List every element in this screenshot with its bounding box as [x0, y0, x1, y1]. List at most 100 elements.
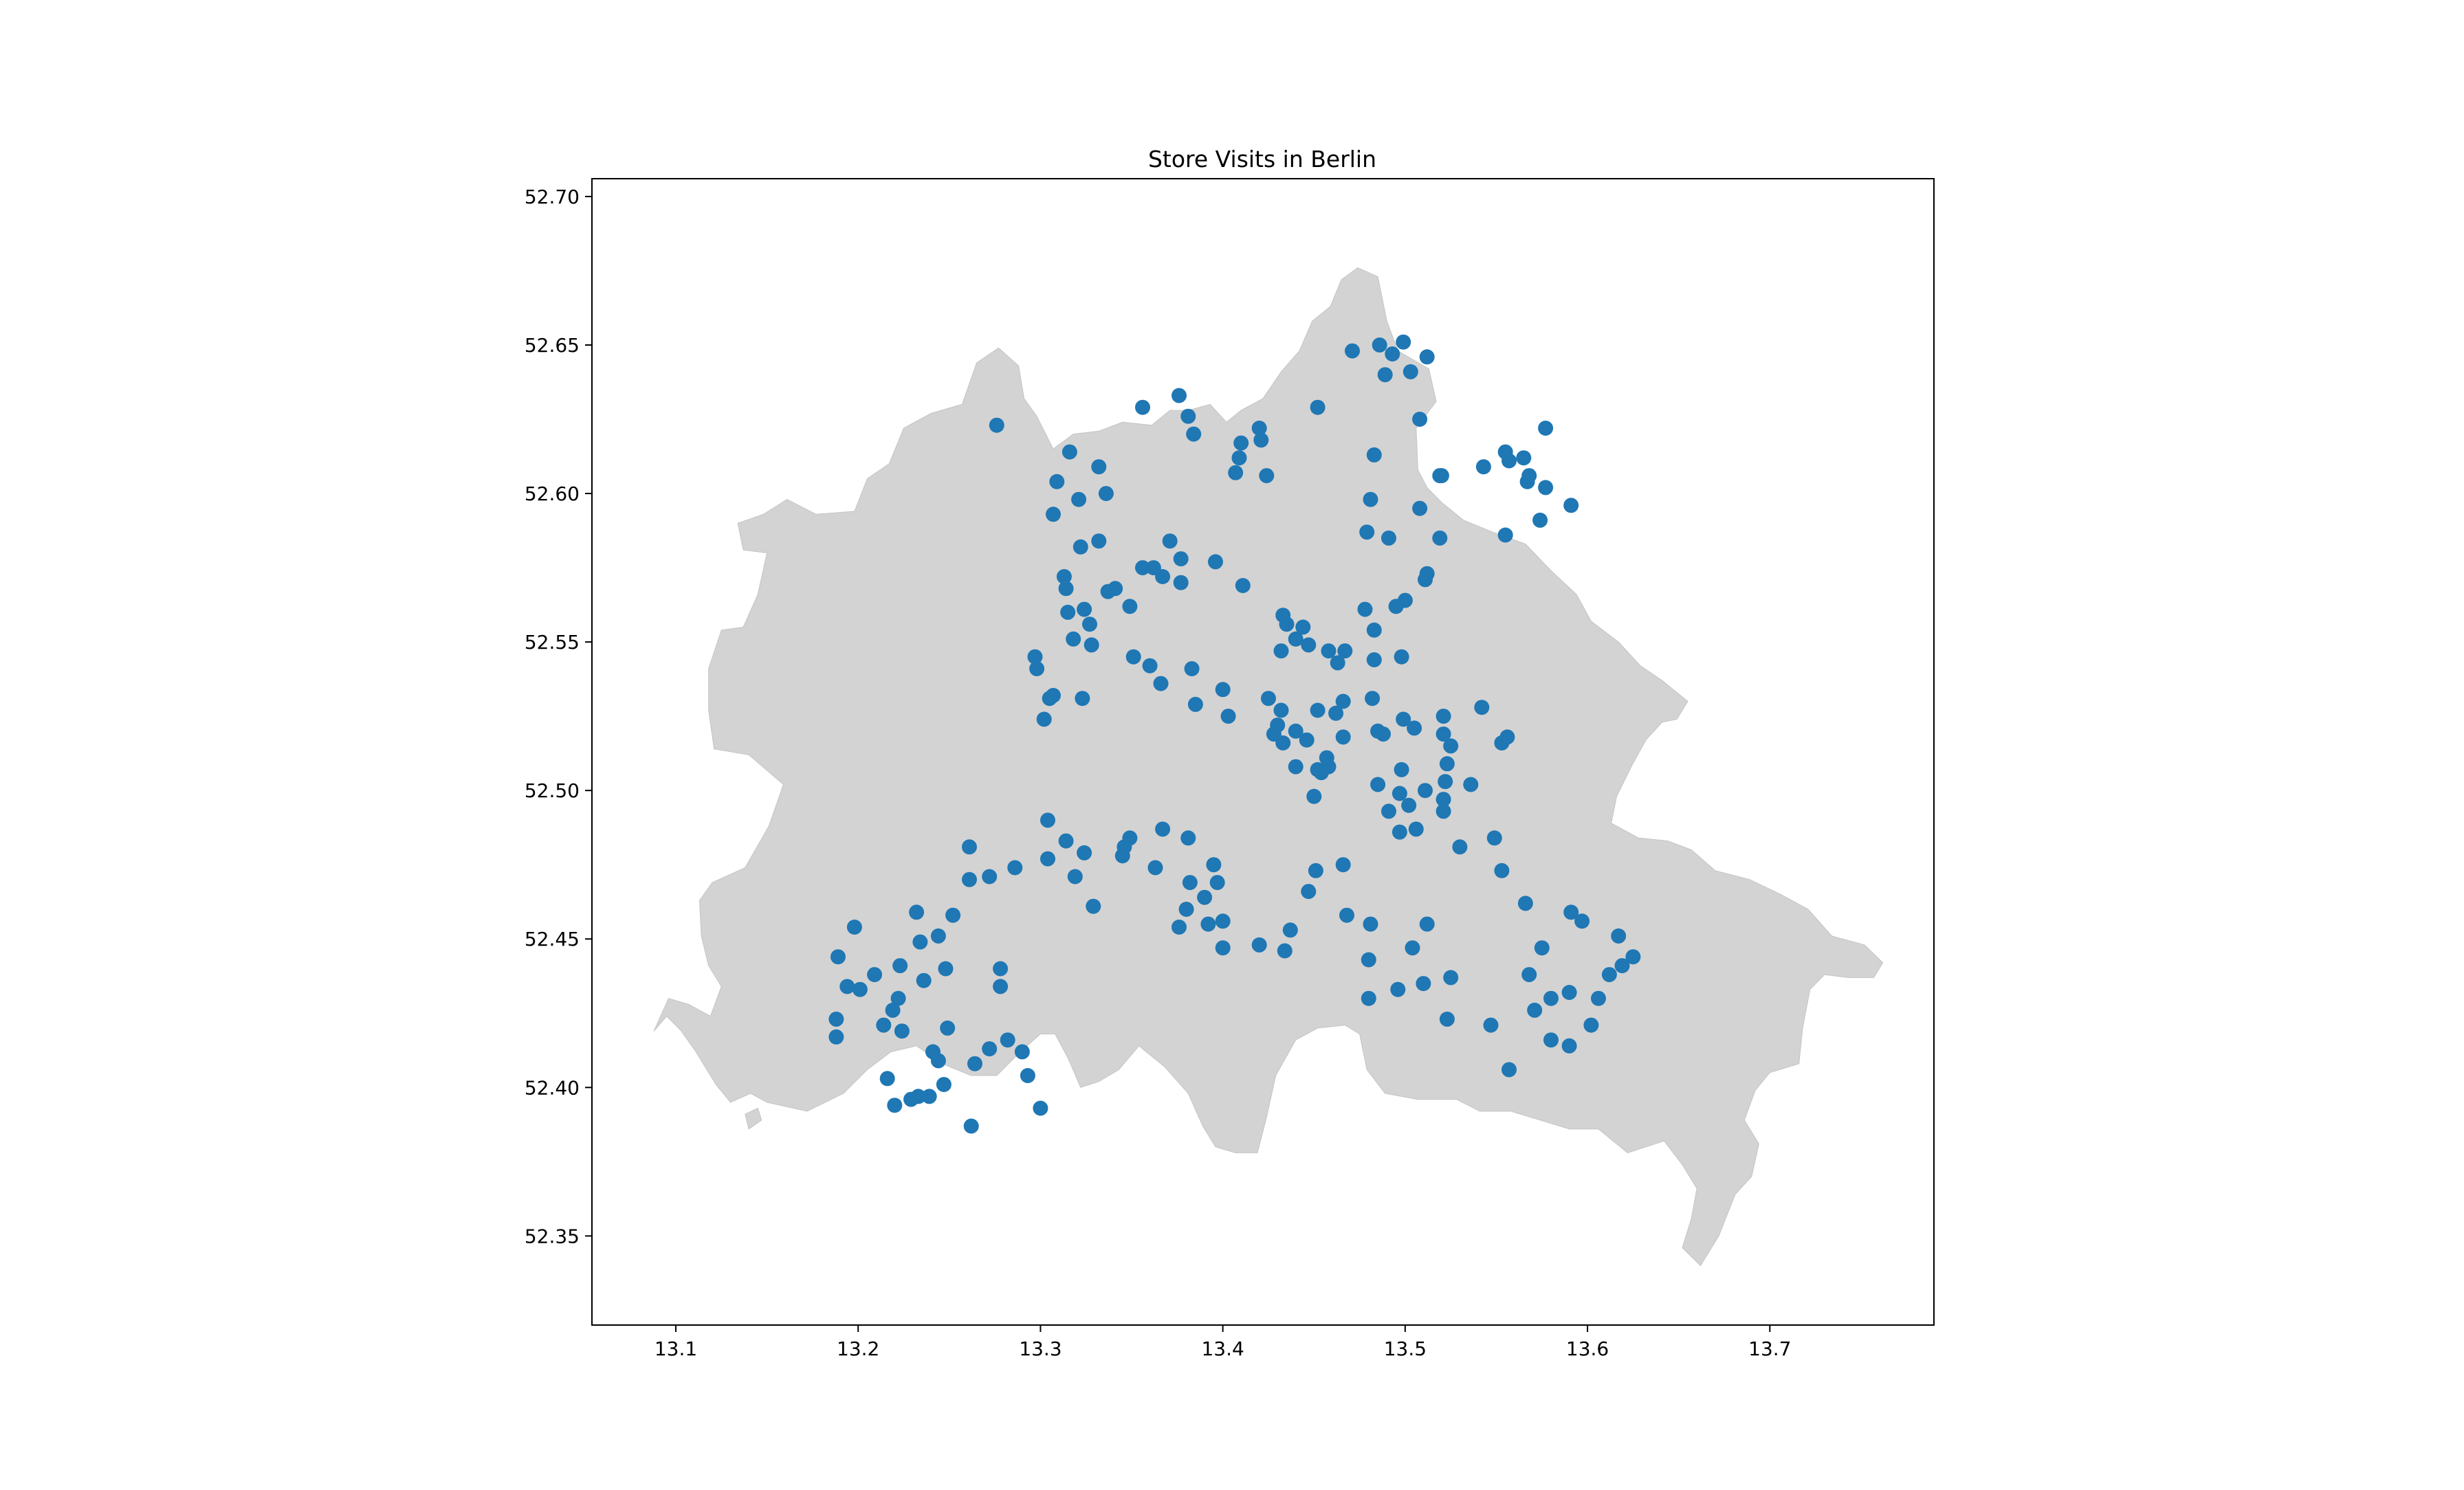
store-visit-point	[1147, 860, 1163, 876]
store-visit-point	[1439, 756, 1455, 772]
store-visit-point	[1172, 388, 1187, 403]
store-visit-point	[1235, 578, 1251, 593]
store-visit-point	[1494, 863, 1510, 878]
store-visit-point	[1381, 530, 1396, 546]
store-visit-point	[1135, 399, 1150, 415]
y-axis: 52.35 52.40 52.45 52.50 52.55 52.60 52.65 52.70	[525, 186, 592, 1247]
store-visit-point	[1443, 970, 1459, 986]
store-visit-point	[1396, 711, 1411, 727]
store-visit-point	[1443, 738, 1459, 754]
store-visit-point	[912, 934, 928, 950]
store-visit-point	[1407, 720, 1422, 736]
store-visit-point	[1186, 426, 1202, 442]
store-visit-point	[1040, 851, 1055, 867]
store-visit-point	[1153, 676, 1169, 691]
store-visit-point	[1438, 774, 1453, 790]
store-visit-point	[1516, 450, 1532, 466]
store-visit-point	[1273, 702, 1289, 718]
store-visit-point	[1000, 1032, 1015, 1048]
store-visit-point	[828, 1029, 844, 1045]
store-visit-point	[1155, 821, 1171, 837]
store-visit-point	[1253, 432, 1269, 448]
store-visit-point	[1036, 711, 1052, 727]
store-visit-point	[1098, 486, 1114, 502]
x-tick-label: 13.6	[1566, 1337, 1609, 1360]
store-visit-point	[1385, 346, 1400, 362]
store-visit-point	[1319, 750, 1334, 766]
store-visit-point	[1494, 735, 1510, 750]
store-visit-point	[1601, 967, 1617, 983]
store-visit-point	[1366, 447, 1382, 463]
store-visit-point	[967, 1056, 982, 1071]
store-visit-point	[1261, 691, 1276, 707]
store-visit-point	[1372, 337, 1387, 353]
store-visit-point	[1310, 399, 1326, 415]
store-visit-point	[1521, 967, 1537, 983]
y-tick-label: 52.35	[525, 1225, 580, 1247]
store-visit-point	[1517, 896, 1533, 911]
store-visit-point	[940, 1020, 956, 1036]
store-visit-point	[1419, 566, 1435, 581]
store-visit-point	[1215, 682, 1231, 698]
store-visit-point	[982, 1041, 998, 1057]
store-visit-point	[1408, 821, 1424, 837]
store-visit-point	[938, 961, 954, 977]
store-visit-point	[993, 961, 1009, 977]
store-visit-point	[1538, 421, 1554, 436]
store-visit-point	[1058, 581, 1074, 597]
store-visit-point	[1357, 601, 1373, 617]
store-visit-point	[1397, 592, 1413, 608]
store-visit-point	[1527, 1002, 1543, 1018]
store-visit-point	[1402, 364, 1418, 379]
store-visit-point	[1310, 702, 1326, 718]
store-visit-point	[1125, 649, 1141, 665]
store-visit-point	[962, 871, 977, 887]
store-visit-point	[1033, 1100, 1048, 1116]
store-visit-point	[1337, 643, 1353, 659]
store-visit-point	[1611, 928, 1627, 944]
x-tick-label: 13.5	[1384, 1337, 1427, 1360]
store-visit-point	[1377, 367, 1393, 383]
berlin-boundary	[653, 267, 1884, 1267]
store-visit-point	[1363, 916, 1378, 932]
store-visit-point	[887, 1098, 903, 1113]
store-visit-point	[1084, 637, 1099, 653]
store-visit-point	[1363, 491, 1378, 507]
store-visit-point	[1014, 1044, 1030, 1060]
x-tick-label: 13.4	[1201, 1337, 1244, 1360]
store-visit-point	[1182, 875, 1198, 891]
store-visit-point	[1251, 421, 1267, 436]
store-visit-point	[1077, 845, 1092, 860]
store-visit-point	[1308, 863, 1323, 878]
store-visit-point	[1162, 533, 1178, 549]
store-visit-point	[909, 904, 925, 920]
store-visit-point	[1091, 533, 1107, 549]
store-visit-point	[1390, 981, 1406, 997]
store-visit-point	[1277, 943, 1292, 959]
x-tick-label: 13.7	[1748, 1337, 1791, 1360]
store-visit-point	[1345, 343, 1360, 359]
store-visit-point	[1625, 949, 1641, 965]
store-visit-point	[867, 967, 883, 983]
store-visit-point	[1042, 691, 1057, 707]
x-tick-label: 13.1	[654, 1337, 697, 1360]
store-visit-point	[962, 839, 977, 855]
y-tick-label: 52.70	[525, 186, 580, 208]
store-visit-point	[1135, 560, 1150, 576]
store-visit-point	[1339, 907, 1354, 923]
store-visit-point	[1405, 940, 1420, 956]
store-visit-point	[1220, 709, 1236, 724]
store-visit-point	[921, 1089, 937, 1104]
store-visit-point	[1029, 661, 1045, 676]
store-visit-point	[1215, 913, 1231, 929]
store-visit-point	[925, 1044, 940, 1060]
store-visit-point	[1184, 661, 1200, 676]
y-tick-label: 52.50	[525, 779, 580, 802]
store-visit-point	[916, 972, 932, 988]
store-visit-point	[1359, 524, 1375, 540]
store-visit-point	[1452, 839, 1468, 855]
store-visit-point	[1370, 777, 1386, 792]
store-visit-point	[1502, 1062, 1517, 1078]
store-visit-point	[830, 949, 846, 965]
